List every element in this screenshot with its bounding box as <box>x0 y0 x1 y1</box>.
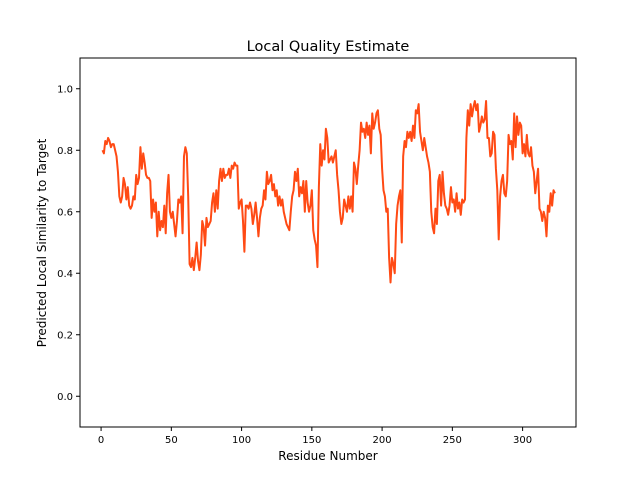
y-tick-label: 1.0 <box>57 84 73 95</box>
x-tick-label: 50 <box>165 435 178 446</box>
x-axis-label: Residue Number <box>278 449 377 463</box>
y-axis-label: Predicted Local Similarity to Target <box>35 138 49 347</box>
chart-title: Local Quality Estimate <box>247 39 410 55</box>
y-tick-label: 0.4 <box>57 269 73 280</box>
y-tick-label: 0.6 <box>57 207 73 218</box>
series-group <box>101 100 556 284</box>
series-line-0 <box>101 100 556 284</box>
x-axis-ticks: 0 50 100 150 200 250 300 <box>98 427 532 446</box>
x-tick-label: 100 <box>232 435 251 446</box>
x-tick-label: 0 <box>98 435 104 446</box>
plot-area <box>80 58 576 427</box>
plot-frame <box>79 57 577 428</box>
x-tick-label: 300 <box>513 435 532 446</box>
y-tick-label: 0.8 <box>57 146 73 157</box>
x-tick-label: 250 <box>443 435 462 446</box>
x-tick-label: 150 <box>302 435 321 446</box>
y-tick-label: 0.0 <box>57 392 73 403</box>
y-axis-ticks: 0.0 0.2 0.4 0.6 0.8 1.0 <box>57 84 80 403</box>
x-tick-label: 200 <box>373 435 392 446</box>
y-tick-label: 0.2 <box>57 330 73 341</box>
